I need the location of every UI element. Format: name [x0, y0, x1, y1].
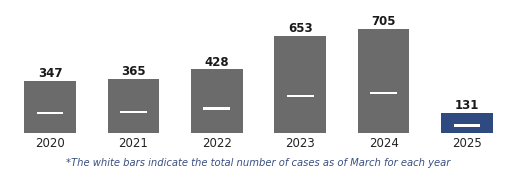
Bar	[453, 124, 480, 127]
Text: 131: 131	[455, 99, 479, 112]
Bar	[191, 69, 242, 133]
Bar	[37, 112, 64, 114]
Bar	[358, 29, 409, 133]
Bar	[441, 113, 493, 133]
Bar	[203, 107, 230, 110]
Bar	[120, 111, 147, 113]
Text: 705: 705	[371, 15, 396, 28]
Text: *The white bars indicate the total number of cases as of March for each year: *The white bars indicate the total numbe…	[66, 158, 451, 168]
Bar	[275, 36, 326, 133]
Text: 428: 428	[205, 56, 229, 69]
Text: 365: 365	[121, 65, 146, 78]
Text: 347: 347	[38, 68, 62, 81]
Bar	[108, 79, 159, 133]
Bar	[24, 81, 76, 133]
Bar	[370, 92, 397, 94]
Bar	[287, 95, 314, 97]
Text: 653: 653	[288, 22, 312, 35]
